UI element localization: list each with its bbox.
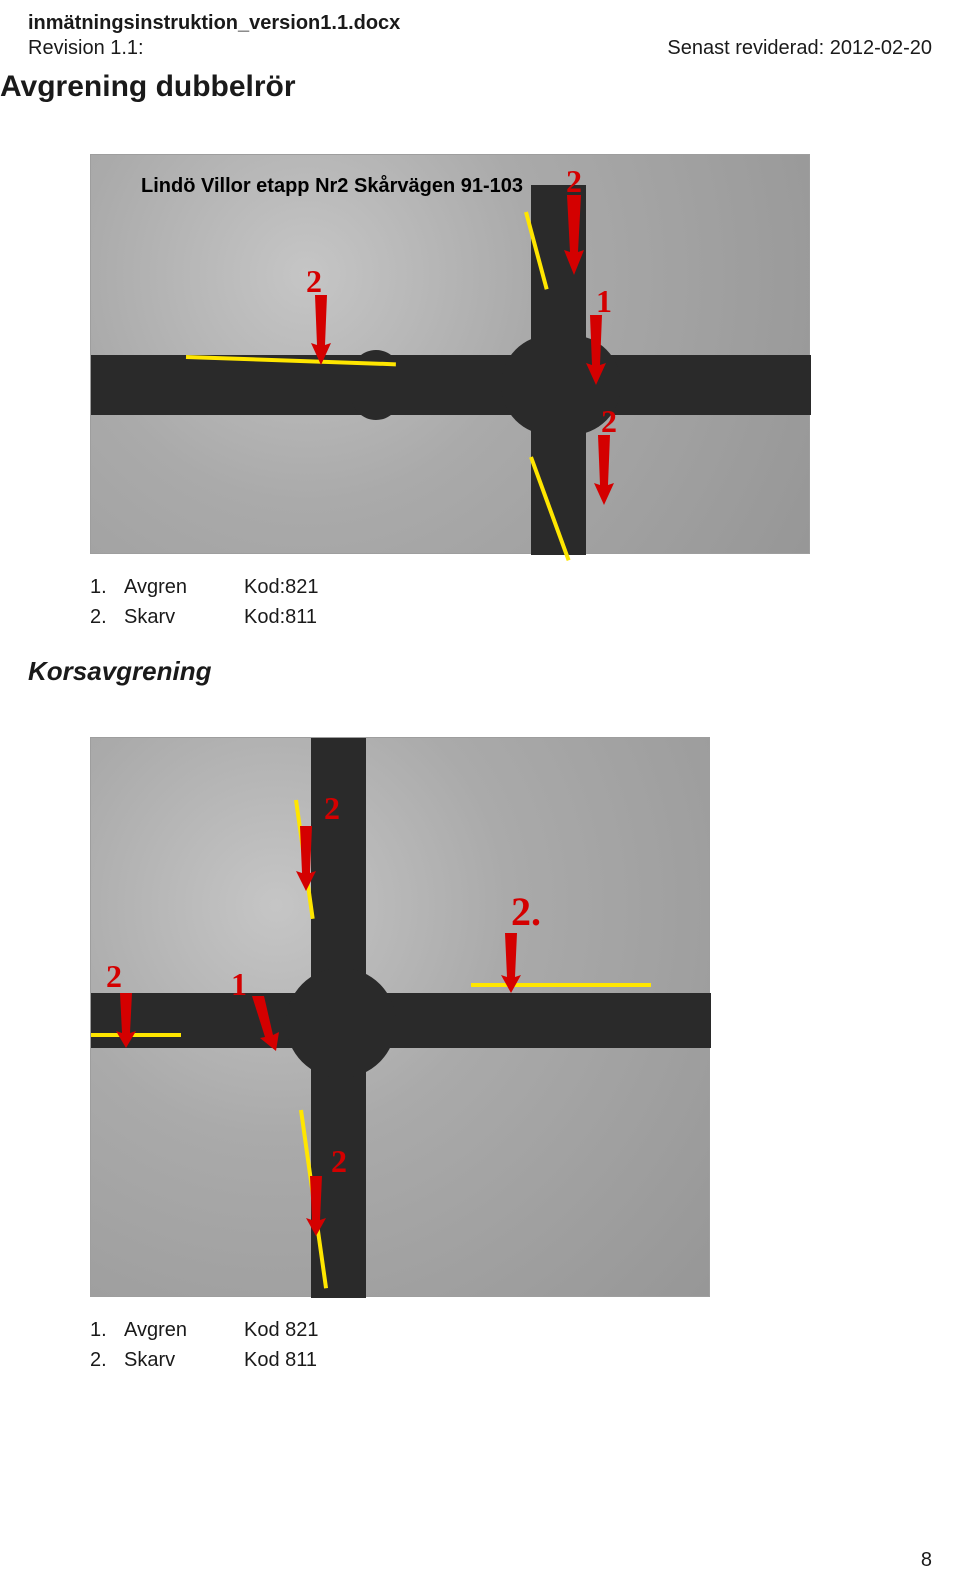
figure1-pipe-main (91, 355, 811, 415)
legend1-label-2: Skarv (124, 602, 244, 632)
figure2-pipe-h (91, 993, 711, 1048)
legend1-row-2: 2. Skarv Kod:811 (90, 602, 932, 632)
legend2-row-1: 1. Avgren Kod 821 (90, 1315, 932, 1345)
page-number: 8 (921, 1549, 932, 1572)
figure2-marker-2-top: 2 (324, 790, 340, 827)
doc-revision: Revision 1.1: (28, 37, 144, 60)
figure1-arrow-bottom (589, 435, 619, 505)
figure2-marker-2-big: 2. (511, 888, 541, 935)
doc-filename: inmätningsinstruktion_version1.1.docx (28, 12, 400, 35)
document-page: inmätningsinstruktion_version1.1.docx Re… (0, 0, 960, 1592)
legend1-code-1: Kod:821 (244, 572, 319, 602)
figure2-arrow-1 (246, 996, 284, 1051)
legend1-code-2: Kod:811 (244, 602, 317, 632)
figure2-marker-2-left: 2 (106, 958, 122, 995)
section1-title: Avgrening dubbelrör (0, 70, 932, 104)
legend1-num-2: 2. (90, 602, 124, 632)
figure2-arrow-top (291, 826, 321, 891)
figure2-wrap: 2 2 1 2 2. (0, 737, 932, 1297)
legend2-code-1: Kod 821 (244, 1315, 319, 1345)
legend2-label-2: Skarv (124, 1345, 244, 1375)
doc-revised-date: Senast reviderad: 2012-02-20 (667, 37, 932, 60)
figure2-arrow-right (496, 933, 526, 993)
legend1-row-1: 1. Avgren Kod:821 (90, 572, 932, 602)
legend2: 1. Avgren Kod 821 2. Skarv Kod 811 (0, 1315, 932, 1375)
figure2-marker-2-bottom: 2 (331, 1143, 347, 1180)
header-row: inmätningsinstruktion_version1.1.docx (0, 12, 932, 35)
figure1-arrow-1 (581, 315, 611, 385)
figure1-arrow-top (559, 195, 589, 275)
revision-row: Revision 1.1: Senast reviderad: 2012-02-… (0, 37, 932, 60)
figure2-marker-1: 1 (231, 966, 247, 1003)
figure1-caption: Lindö Villor etapp Nr2 Skårvägen 91-103 (141, 175, 523, 198)
legend2-label-1: Avgren (124, 1315, 244, 1345)
legend1-num-1: 1. (90, 572, 124, 602)
legend2-row-2: 2. Skarv Kod 811 (90, 1345, 932, 1375)
figure2-arrow-left (111, 993, 141, 1048)
legend1-label-1: Avgren (124, 572, 244, 602)
figure1-wrap: Lindö Villor etapp Nr2 Skårvägen 91-103 … (0, 154, 932, 554)
legend1: 1. Avgren Kod:821 2. Skarv Kod:811 (0, 572, 932, 632)
figure2: 2 2 1 2 2. (90, 737, 710, 1297)
legend2-code-2: Kod 811 (244, 1345, 317, 1375)
figure2-joint (286, 968, 396, 1078)
section2-title: Korsavgrening (0, 656, 932, 687)
legend2-num-2: 2. (90, 1345, 124, 1375)
figure1-arrow-left (306, 295, 336, 365)
figure2-arrow-bottom (301, 1176, 331, 1236)
figure1: Lindö Villor etapp Nr2 Skårvägen 91-103 … (90, 154, 810, 554)
legend2-num-1: 1. (90, 1315, 124, 1345)
